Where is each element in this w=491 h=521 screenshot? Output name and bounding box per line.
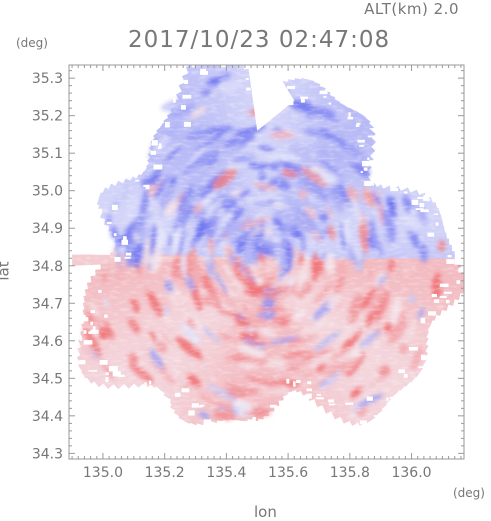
x-tick-label: 135.2	[145, 465, 185, 481]
y-tick-label: 34.9	[32, 221, 63, 237]
y-axis-title: lat	[0, 261, 13, 281]
radar-echo-field	[69, 55, 464, 459]
y-tick-label: 34.6	[32, 334, 63, 350]
y-tick-label: 34.4	[32, 409, 63, 425]
echo-gap	[221, 55, 223, 58]
x-axis-title: lon	[254, 503, 277, 521]
y-tick-label: 35.2	[32, 109, 63, 125]
echo-texture	[69, 65, 464, 459]
echo-gap	[236, 62, 244, 64]
x-tick-label: 135.6	[268, 465, 308, 481]
echo-gap	[206, 61, 213, 64]
y-tick-label: 35.0	[32, 184, 63, 200]
x-tick-label: 136.0	[391, 465, 431, 481]
timestamp-title: 2017/10/23 02:47:08	[128, 27, 391, 53]
x-unit-label: (deg)	[453, 486, 485, 500]
y-tick-label: 34.3	[32, 446, 63, 462]
y-tick-label: 34.7	[32, 296, 63, 312]
altitude-label: ALT(km) 2.0	[364, 0, 459, 18]
x-tick-label: 135.8	[330, 465, 370, 481]
x-tick-label: 135.4	[206, 465, 246, 481]
y-tick-label: 34.5	[32, 371, 63, 387]
axis-ticks: 135.0 135.2 135.4 135.6 135.8 136.0 34.3 34.4 34…	[32, 65, 464, 481]
echo-hole	[247, 65, 295, 131]
y-unit-label: (deg)	[16, 36, 48, 50]
echo-cell	[206, 57, 239, 64]
echo-gap	[202, 55, 209, 58]
y-tick-label: 35.1	[32, 146, 63, 162]
x-tick-label: 135.0	[83, 465, 123, 481]
y-tick-label: 35.3	[32, 71, 63, 87]
plot-border	[68, 64, 465, 460]
y-tick-label: 34.8	[32, 259, 63, 275]
plot-frame	[68, 64, 465, 460]
